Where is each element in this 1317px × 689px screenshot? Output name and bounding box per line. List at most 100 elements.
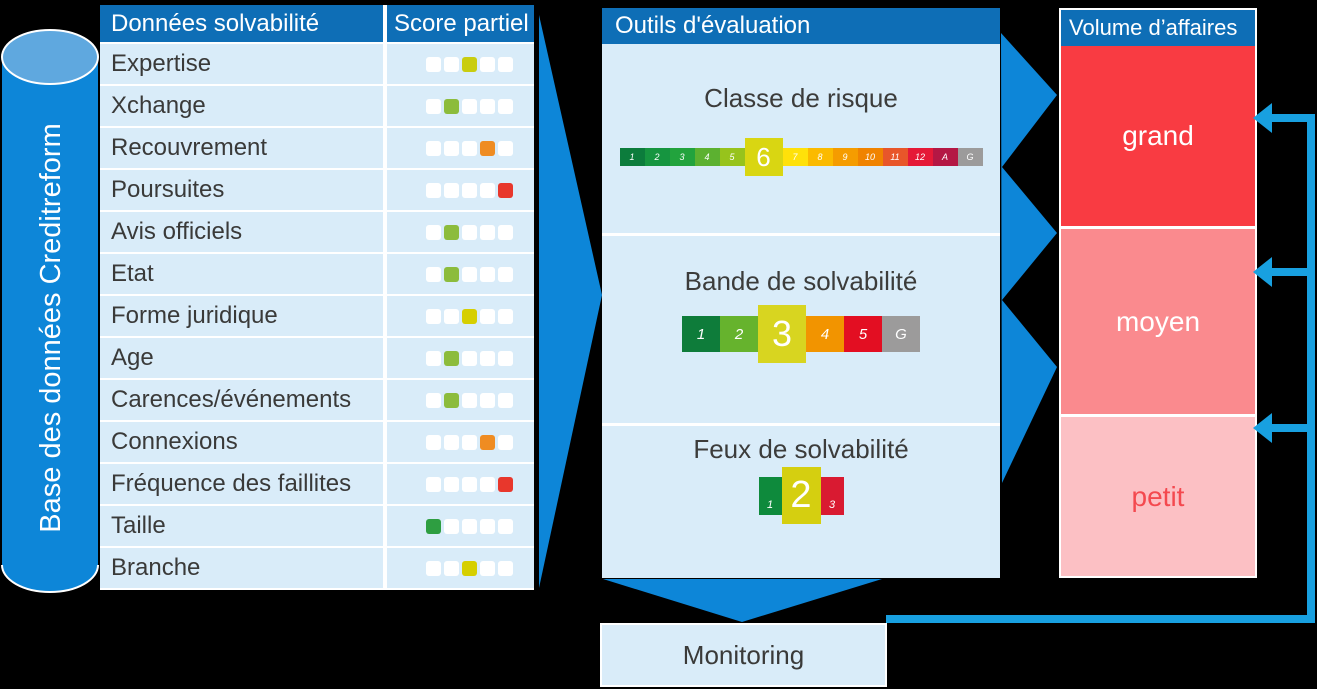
cylinder-bottom-arc: [1, 564, 99, 593]
score-square: [462, 518, 477, 534]
score-square: [462, 434, 477, 450]
score-square: [444, 308, 459, 324]
table-row: Connexions: [100, 420, 534, 462]
score-square: [498, 266, 513, 282]
row-label: Age: [100, 338, 387, 378]
score-square: [426, 182, 441, 198]
section-classe-de-risque: Classe de risque 1 2 3 4 5 6 7 8 9 10 11 12 A G: [602, 44, 1000, 233]
partial-score: [387, 170, 534, 210]
score-square: [480, 182, 495, 198]
volume-header: Volume d’affaires: [1061, 10, 1255, 46]
scale-segment: A: [932, 148, 958, 166]
scale-segment-highlight: 2: [781, 467, 821, 524]
scale-segment: 2: [644, 148, 670, 166]
partial-score: [387, 380, 534, 420]
arrow-table-to-evaluation: [539, 15, 602, 588]
score-square: [462, 182, 477, 198]
table-row: Etat: [100, 252, 534, 294]
row-label: Forme juridique: [100, 296, 387, 336]
table-row: Poursuites: [100, 168, 534, 210]
section-title: Feux de solvabilité: [693, 434, 909, 464]
partial-score: [387, 86, 534, 126]
cylinder-body: [2, 57, 98, 592]
row-label: Xchange: [100, 86, 387, 126]
row-label: Connexions: [100, 422, 387, 462]
right-arrow-shape: [539, 15, 602, 588]
scale-segment-highlight: 6: [744, 138, 783, 176]
risk-class-scale: 1 2 3 4 5 6 7 8 9 10 11 12 A G: [619, 138, 983, 176]
scale-segment: 8: [807, 148, 833, 166]
score-square: [426, 560, 441, 576]
volume-section-petit: petit: [1061, 414, 1255, 576]
row-label: Poursuites: [100, 170, 387, 210]
score-square: [444, 518, 459, 534]
triple-chevron-shape: [1001, 33, 1057, 483]
score-square-active: [444, 350, 459, 366]
scale-segment: 3: [669, 148, 695, 166]
partial-score: [387, 44, 534, 84]
score-square: [444, 560, 459, 576]
table-header-data: Données solvabilité: [100, 5, 387, 42]
row-label: Taille: [100, 506, 387, 546]
section-title: Bande de solvabilité: [684, 266, 918, 296]
arrow-evaluation-to-monitoring: [603, 579, 882, 622]
left-arrowhead-grand: [1253, 103, 1272, 133]
scale-segment: G: [957, 148, 983, 166]
score-square: [444, 476, 459, 492]
score-square: [498, 350, 513, 366]
score-square: [462, 98, 477, 114]
score-square: [426, 266, 441, 282]
solvency-table: Données solvabilité Score partiel Expert…: [100, 5, 534, 590]
row-label: Fréquence des faillites: [100, 464, 387, 504]
volume-panel: Volume d’affaires grand moyen petit: [1059, 8, 1257, 578]
row-label: Etat: [100, 254, 387, 294]
score-square: [498, 140, 513, 156]
score-square: [480, 350, 495, 366]
scale-segment: 4: [694, 148, 720, 166]
score-square-active: [498, 476, 513, 492]
database-label: Base des données Creditreform: [35, 123, 67, 532]
score-square-active: [444, 98, 459, 114]
score-square: [498, 98, 513, 114]
score-square-active: [444, 266, 459, 282]
score-square: [480, 56, 495, 72]
partial-score: [387, 338, 534, 378]
partial-score: [387, 464, 534, 504]
volume-section-moyen: moyen: [1061, 226, 1255, 414]
left-arrowhead-petit: [1253, 413, 1272, 443]
score-square: [462, 266, 477, 282]
partial-score: [387, 506, 534, 546]
database-cylinder: Base des données Creditreform: [1, 29, 99, 593]
scale-segment: 2: [720, 316, 758, 352]
score-square-active: [462, 308, 477, 324]
arrows-evaluation-to-volume: [1001, 33, 1057, 483]
table-row: Fréquence des faillites: [100, 462, 534, 504]
score-square: [462, 140, 477, 156]
score-square: [426, 308, 441, 324]
score-square-active: [462, 560, 477, 576]
table-row: Taille: [100, 504, 534, 546]
score-square: [498, 56, 513, 72]
score-square-active: [426, 518, 441, 534]
partial-score: [387, 422, 534, 462]
loop-stub-petit: [1270, 424, 1307, 432]
score-square: [426, 392, 441, 408]
score-square: [444, 140, 459, 156]
partial-score: [387, 296, 534, 336]
score-square: [480, 518, 495, 534]
score-square: [498, 560, 513, 576]
loop-stub-moyen: [1270, 268, 1307, 276]
score-square: [444, 434, 459, 450]
monitoring-label: Monitoring: [682, 639, 805, 670]
scale-segment: 1: [682, 316, 720, 352]
scale-segment: 5: [719, 148, 745, 166]
score-square-active: [480, 434, 495, 450]
score-square: [462, 350, 477, 366]
row-label: Branche: [100, 548, 387, 588]
score-square: [480, 224, 495, 240]
scale-segment: 12: [907, 148, 933, 166]
table-header: Données solvabilité Score partiel: [100, 5, 534, 42]
